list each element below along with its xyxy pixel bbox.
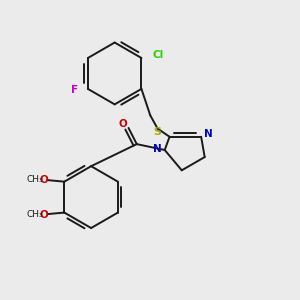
Text: N: N xyxy=(204,129,213,140)
Text: S: S xyxy=(154,127,162,137)
Text: F: F xyxy=(71,85,78,95)
Text: O: O xyxy=(40,210,49,220)
Text: O: O xyxy=(40,175,49,184)
Text: CH₃: CH₃ xyxy=(27,175,43,184)
Text: N: N xyxy=(153,143,162,154)
Text: O: O xyxy=(119,119,128,129)
Text: CH₃: CH₃ xyxy=(27,210,43,219)
Text: Cl: Cl xyxy=(152,50,163,60)
